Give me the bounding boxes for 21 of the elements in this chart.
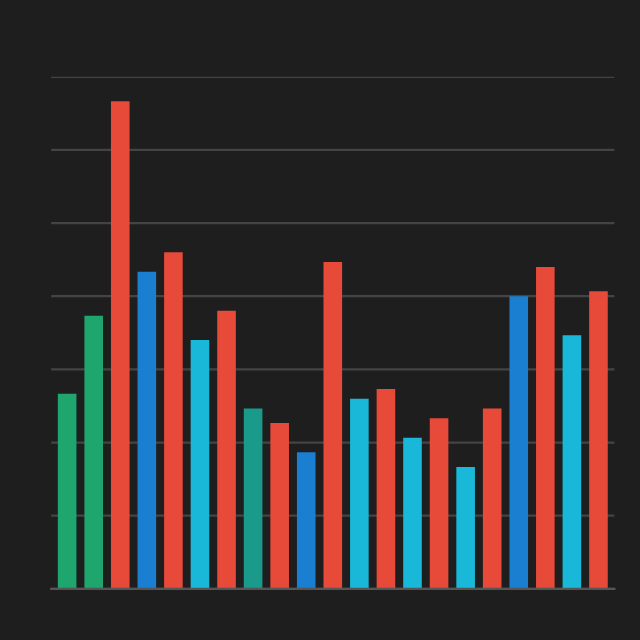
bar [137,271,157,589]
bar [190,340,210,589]
bar [350,398,369,589]
bar [456,466,475,589]
bar [323,262,343,589]
bar [482,408,502,589]
bar [164,252,183,589]
bar [429,418,449,589]
bar [110,101,130,589]
bar [84,315,103,589]
bar [270,423,289,589]
bar [376,388,396,589]
bar [57,393,77,589]
bar [562,335,582,589]
bar [403,437,422,589]
bar [509,296,529,589]
bar [589,291,608,589]
bar [243,408,263,589]
bar [296,452,316,589]
bar [217,310,236,589]
bar [536,266,555,589]
